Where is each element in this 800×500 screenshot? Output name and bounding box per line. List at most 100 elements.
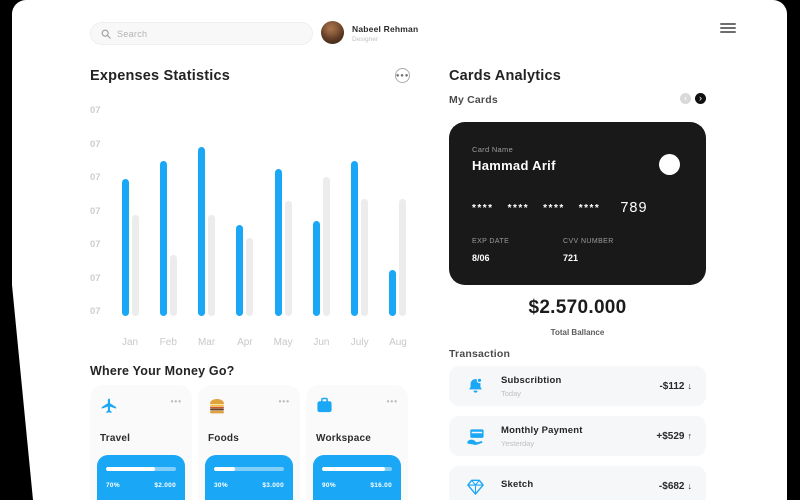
- y-tick-label: 07: [90, 205, 101, 217]
- foods-percent: 30%: [214, 482, 228, 489]
- search-input[interactable]: Search: [90, 22, 313, 45]
- bar-group: [198, 147, 216, 316]
- burger-icon: [208, 397, 226, 419]
- card-hand-icon: [465, 426, 485, 446]
- transaction-amount: -$112 ↓: [659, 380, 693, 392]
- card-name-label: Card Name: [472, 145, 514, 154]
- y-tick-label: 07: [90, 306, 101, 317]
- bar-expenses: [350, 160, 358, 316]
- bar-comparison: [132, 214, 139, 316]
- avatar[interactable]: [321, 21, 344, 44]
- bar-group: [236, 224, 254, 316]
- bar-expenses: [198, 147, 206, 316]
- bar-group: [350, 160, 368, 316]
- bar-expenses: [274, 168, 282, 316]
- y-tick-label: 07: [90, 172, 101, 183]
- menu-icon[interactable]: [720, 23, 736, 35]
- bar-comparison: [398, 199, 406, 316]
- down-arrow-icon: ↓: [687, 481, 693, 491]
- bar-group: [160, 160, 178, 316]
- expenses-chart: 07 07 07 07 07 07 07 Jan Feb Mar Apr May Jun July Aug: [90, 103, 412, 348]
- down-arrow-icon: ↓: [687, 381, 693, 391]
- y-tick-label: 07: [90, 138, 101, 150]
- card-number: **** **** **** **** 789: [472, 200, 648, 216]
- workspace-options-icon[interactable]: •••: [386, 397, 398, 406]
- card-number-tail: 789: [620, 200, 648, 216]
- briefcase-icon: [316, 397, 333, 419]
- transaction-amount: -$682 ↓: [658, 480, 693, 492]
- spending-card-foods[interactable]: ••• Foods 30% $3.000: [198, 385, 300, 500]
- prev-card-icon[interactable]: ‹: [680, 93, 691, 104]
- transaction-date: Yesterday: [501, 438, 535, 448]
- workspace-label: Workspace: [316, 433, 371, 444]
- x-tick-label: Jun: [313, 337, 330, 348]
- x-tick-label: Mar: [197, 337, 216, 348]
- spending-card-workspace[interactable]: ••• Workspace 90% $16.00: [306, 385, 408, 500]
- foods-options-icon[interactable]: •••: [278, 397, 290, 406]
- bar-group: [388, 199, 406, 316]
- workspace-percent: 90%: [322, 482, 336, 489]
- travel-options-icon[interactable]: •••: [170, 397, 182, 406]
- bell-icon: [465, 376, 485, 396]
- bar-group: [274, 168, 292, 316]
- travel-label: Travel: [100, 433, 131, 444]
- transaction-amount: +$529 ↑: [656, 430, 692, 442]
- workspace-progress-panel: 90% $16.00: [313, 455, 401, 500]
- transaction-name: Monthly Payment: [501, 424, 583, 436]
- transactions-title: Transaction: [449, 348, 511, 360]
- bar-comparison: [322, 177, 330, 316]
- workspace-progress-bar: [322, 467, 392, 471]
- exp-date-value: 8/06: [472, 253, 490, 263]
- x-tick-label: Apr: [237, 337, 253, 348]
- bar-comparison: [360, 199, 368, 316]
- transaction-row-subscription[interactable]: Subscribtion Today -$112 ↓: [449, 366, 706, 406]
- y-tick-label: 07: [90, 239, 101, 250]
- search-icon: [101, 29, 111, 39]
- foods-progress-panel: 30% $3.000: [205, 455, 293, 500]
- x-tick-label: May: [273, 337, 293, 348]
- foods-progress-bar: [214, 467, 284, 471]
- x-tick-label: Aug: [389, 337, 407, 348]
- transaction-name: Sketch: [501, 479, 534, 490]
- transaction-row-sketch[interactable]: Sketch -$682 ↓: [449, 466, 706, 500]
- chart-x-axis: Jan Feb Mar Apr May Jun July Aug: [118, 337, 410, 348]
- y-tick-label: 07: [90, 272, 101, 284]
- money-go-title: Where Your Money Go?: [90, 364, 235, 378]
- bank-card[interactable]: Card Name Hammad Arif **** **** **** ***…: [449, 122, 706, 285]
- travel-amount: $2.000: [154, 482, 176, 489]
- bar-groups: [118, 109, 410, 316]
- y-tick-label: 07: [90, 105, 101, 116]
- exp-date-label: EXP DATE: [472, 238, 510, 245]
- transaction-date: Today: [501, 388, 522, 398]
- user-info: Nabeel Rehman Designer: [352, 24, 418, 43]
- card-brand-circle: [659, 154, 680, 175]
- travel-progress-bar: [106, 467, 176, 471]
- x-tick-label: Feb: [159, 337, 177, 348]
- expenses-options-icon[interactable]: ●●●: [395, 68, 410, 83]
- workspace-amount: $16.00: [370, 482, 392, 489]
- travel-progress-panel: 70% $2.000: [97, 455, 185, 500]
- travel-percent: 70%: [106, 482, 120, 489]
- bar-comparison: [284, 201, 292, 316]
- total-balance-label: Total Ballance: [550, 328, 605, 337]
- airplane-icon: [100, 397, 118, 420]
- foods-label: Foods: [208, 433, 239, 444]
- total-balance: $2.570.000: [528, 297, 627, 318]
- spending-card-travel[interactable]: ••• Travel 70% $2.000: [90, 385, 192, 500]
- diamond-icon: [465, 476, 485, 496]
- foods-amount: $3.000: [262, 482, 284, 489]
- user-role: Designer: [352, 36, 379, 43]
- next-card-icon[interactable]: ›: [695, 93, 706, 104]
- bar-expenses: [160, 160, 168, 316]
- cards-analytics-title: Cards Analytics: [449, 68, 562, 84]
- bar-group: [312, 177, 330, 316]
- expenses-title: Expenses Statistics: [90, 68, 231, 84]
- transaction-row-monthly-payment[interactable]: Monthly Payment Yesterday +$529 ↑: [449, 416, 706, 456]
- x-tick-label: July: [350, 337, 369, 348]
- bar-expenses: [236, 224, 244, 316]
- bar-group: [122, 179, 139, 316]
- bar-expenses: [312, 221, 320, 316]
- chart-y-axis: 07 07 07 07 07 07 07: [90, 105, 101, 317]
- bar-comparison: [170, 255, 178, 316]
- cvv-value: 721: [563, 253, 579, 263]
